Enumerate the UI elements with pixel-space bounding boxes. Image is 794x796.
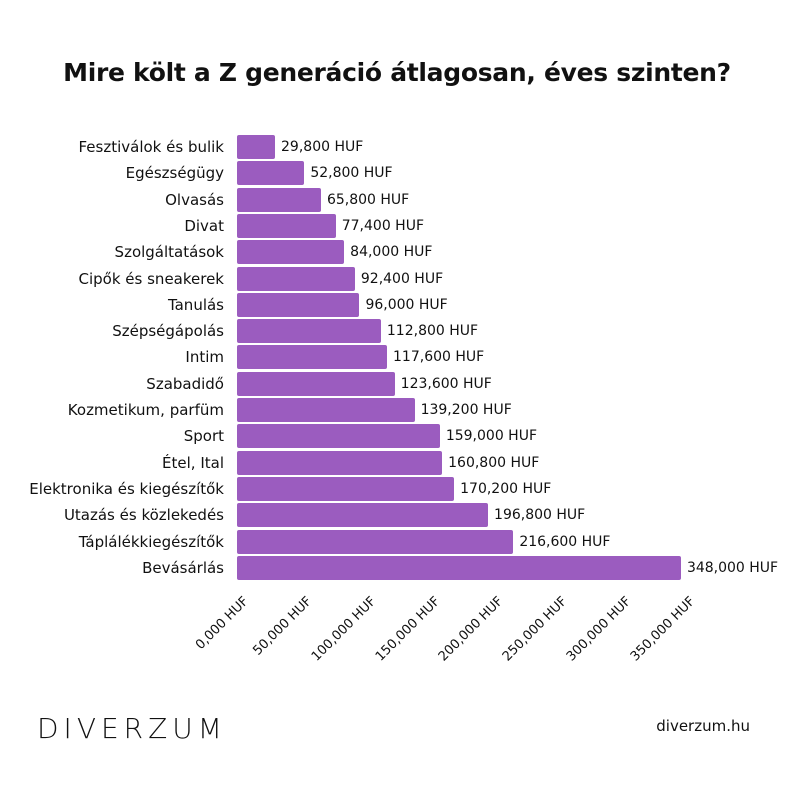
x-tick-label: 200,000 HUF xyxy=(436,594,507,665)
bar xyxy=(237,240,345,265)
bar-value-label: 96,000 HUF xyxy=(365,296,448,313)
bar xyxy=(237,529,514,554)
bar-value-label: 170,200 HUF xyxy=(460,480,552,497)
category-label: Utazás és közlekedés xyxy=(63,506,224,525)
bar xyxy=(237,213,336,238)
bar xyxy=(237,476,455,501)
diverzum-logo: DIVERZUM xyxy=(37,712,227,745)
bar-value-label: 216,600 HUF xyxy=(519,533,611,550)
bar-value-label: 77,400 HUF xyxy=(341,217,424,234)
category-label: Olvasás xyxy=(165,190,224,209)
category-label: Elektronika és kiegészítők xyxy=(29,479,224,498)
x-tick-label: 250,000 HUF xyxy=(500,594,571,665)
category-label: Fesztiválok és bulik xyxy=(78,138,224,156)
bar xyxy=(237,371,395,396)
bar xyxy=(237,135,276,159)
category-label: Kozmetikum, parfüm xyxy=(67,401,224,419)
bar xyxy=(237,450,443,475)
x-tick-label: 0,000 HUF xyxy=(192,594,252,653)
bar-value-label: 92,400 HUF xyxy=(360,270,444,287)
bar-value-label: 160,800 HUF xyxy=(448,454,540,471)
bar-value-label: 348,000 HUF xyxy=(686,559,779,576)
category-label: Divat xyxy=(184,216,224,235)
bar-value-label: 84,000 HUF xyxy=(350,244,433,261)
bar xyxy=(237,503,489,528)
bar xyxy=(237,424,440,449)
x-tick-label: 50,000 HUF xyxy=(250,594,316,659)
bar xyxy=(237,161,305,186)
x-tick-label: 150,000 HUF xyxy=(372,594,443,665)
bar-value-label: 65,800 HUF xyxy=(326,191,410,208)
bar-value-label: 139,200 HUF xyxy=(420,402,512,418)
bar xyxy=(237,398,415,422)
bar xyxy=(237,292,360,317)
bar-value-label: 29,800 HUF xyxy=(281,139,364,155)
category-label: Étel, Ital xyxy=(162,453,224,472)
category-label: Sport xyxy=(183,427,224,446)
bar xyxy=(237,266,355,291)
bar-value-label: 52,800 HUF xyxy=(310,165,393,182)
bar-value-label: 123,600 HUF xyxy=(400,375,492,392)
site-url: diverzum.hu xyxy=(656,717,750,735)
bar xyxy=(237,319,381,344)
category-label: Bevásárlás xyxy=(142,558,224,577)
x-tick-label: 350,000 HUF xyxy=(627,594,699,665)
bar-value-label: 112,800 HUF xyxy=(386,323,479,340)
x-tick-label: 300,000 HUF xyxy=(563,594,635,665)
bar xyxy=(237,345,388,370)
bar-value-label: 196,800 HUF xyxy=(494,507,586,524)
category-label: Táplálékkiegészítők xyxy=(78,532,224,551)
bar xyxy=(237,555,681,580)
x-tick-label: 100,000 HUF xyxy=(308,594,380,665)
chart-title: Mire költ a Z generáció átlagosan, éves … xyxy=(63,58,731,87)
bar-value-label: 159,000 HUF xyxy=(445,428,537,445)
category-label: Intim xyxy=(185,348,224,367)
bar xyxy=(237,187,321,212)
category-label: Cipők és sneakerek xyxy=(78,269,224,288)
category-label: Szabadidő xyxy=(146,374,224,393)
category-label: Szépségápolás xyxy=(112,322,224,341)
category-label: Tanulás xyxy=(167,295,224,314)
bar-value-label: 117,600 HUF xyxy=(393,349,485,366)
category-label: Szolgáltatások xyxy=(114,243,224,262)
category-label: Egészségügy xyxy=(125,164,224,183)
